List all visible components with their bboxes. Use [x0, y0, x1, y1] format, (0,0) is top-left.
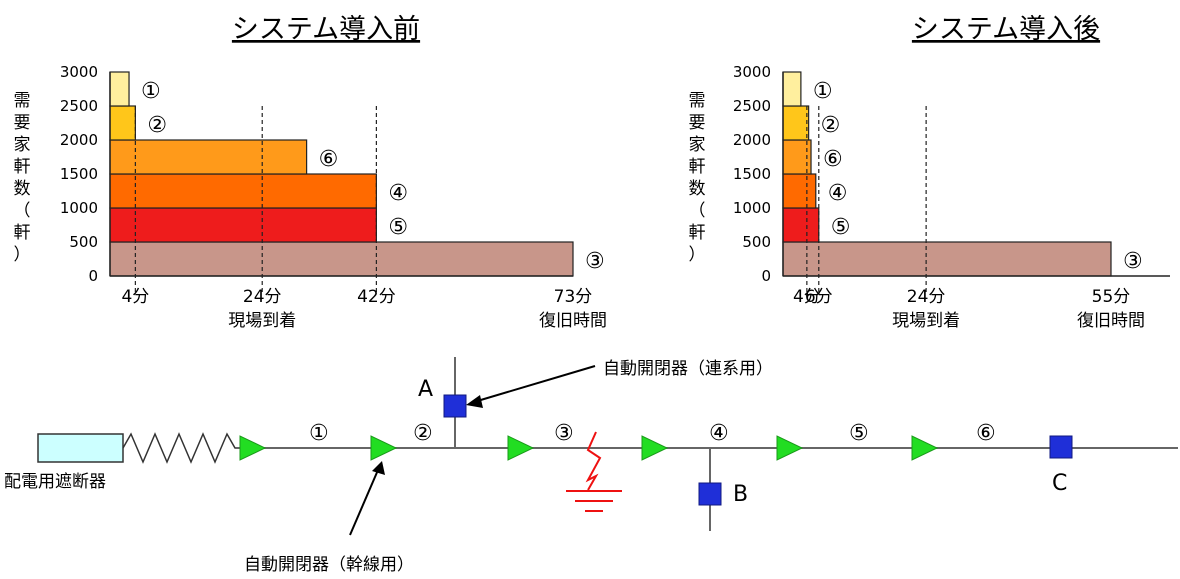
y-axis-label-char: 家: [689, 135, 706, 155]
bar-section: [109, 139, 308, 175]
x-tick-label: 24分: [907, 287, 946, 307]
section-label-6: ⑥: [976, 421, 996, 446]
trunk-switch-icon[interactable]: [911, 435, 939, 461]
bar-section: [109, 241, 574, 277]
y-axis-label-char: 軒: [14, 223, 31, 243]
point-a-label: A: [418, 377, 433, 402]
chart-after: システム導入後需要家軒数（軒）050010001500200025003000③…: [689, 14, 1170, 331]
trunk-switch-icon[interactable]: [641, 435, 669, 461]
bar-section: [782, 241, 1112, 277]
y-axis-label-char: 要: [14, 113, 31, 133]
section-label-4: ④: [709, 421, 729, 446]
bar-section: [109, 207, 377, 243]
trunk-switch-icon[interactable]: [370, 435, 398, 461]
point-c-label: C: [1052, 471, 1067, 496]
y-tick-label: 1500: [60, 165, 98, 183]
y-tick-label: 3000: [733, 63, 771, 81]
trunk-switch-icon[interactable]: [239, 435, 267, 461]
tie-switch-label: 自動開閉器（連系用）: [603, 359, 773, 379]
section-label-1: ①: [309, 421, 329, 446]
bar-section: [782, 71, 802, 107]
bar-section-label: ⑤: [388, 215, 408, 240]
y-axis-label-char: 数: [14, 179, 31, 199]
trunk-switch-icon[interactable]: [776, 435, 804, 461]
y-axis-label-char: 需: [689, 91, 706, 111]
tie-switch-a-icon[interactable]: [443, 394, 467, 418]
y-tick-label: 0: [88, 267, 98, 285]
y-tick-label: 1500: [733, 165, 771, 183]
tie-switch-b-icon[interactable]: [698, 482, 722, 506]
y-axis-label-char: 家: [14, 135, 31, 155]
bar-section-label: ④: [388, 181, 408, 206]
y-axis-label-char: ）: [689, 245, 706, 265]
section-label-5: ⑤: [849, 421, 869, 446]
x-label-arrival: 現場到着: [892, 311, 960, 331]
bar-section-label: ②: [821, 113, 841, 138]
distribution-line-diagram: 配電用遮断器 A B C ① ② ③ ④ ⑤ ⑥ 自動開閉器（連系用） 自動開: [4, 357, 1178, 575]
bar-section: [782, 207, 820, 243]
breaker-label: 配電用遮断器: [4, 472, 106, 492]
y-axis-label-char: 数: [689, 179, 706, 199]
bar-section-label: ②: [147, 113, 167, 138]
x-label-arrival: 現場到着: [228, 311, 296, 331]
y-axis-label-char: 軒: [14, 157, 31, 177]
y-tick-label: 1000: [733, 199, 771, 217]
y-tick-label: 1000: [60, 199, 98, 217]
trunk-switch-icon[interactable]: [507, 435, 535, 461]
trunk-switch-arrowhead: [372, 461, 385, 475]
x-tick-label: 73分: [554, 287, 593, 307]
chart-title: システム導入前: [232, 14, 420, 45]
x-label-recovery: 復旧時間: [539, 311, 607, 331]
y-tick-label: 500: [69, 233, 98, 251]
x-tick-label: 42分: [357, 287, 396, 307]
bar-section-label: ⑥: [319, 147, 339, 172]
y-axis-label-char: 軒: [689, 223, 706, 243]
y-tick-label: 3000: [60, 63, 98, 81]
chart-title: システム導入後: [912, 14, 1100, 45]
bar-section: [109, 71, 130, 107]
trunk-switch-arrow: [349, 469, 379, 536]
y-tick-label: 2000: [60, 131, 98, 149]
y-axis-label-char: ）: [14, 245, 31, 265]
y-axis-label-char: 需: [14, 91, 31, 111]
x-tick-label: 4分: [793, 287, 821, 307]
x-tick-label: 24分: [243, 287, 282, 307]
y-axis-label-char: （: [14, 201, 31, 221]
bar-section: [109, 105, 136, 141]
y-axis-label-char: 軒: [689, 157, 706, 177]
bar-section-label: ①: [813, 79, 833, 104]
fault-lightning-icon: [585, 431, 602, 491]
x-label-recovery: 復旧時間: [1077, 311, 1145, 331]
bar-section: [782, 173, 817, 209]
impedance-zigzag: [122, 432, 240, 464]
y-tick-label: 2500: [60, 97, 98, 115]
x-tick-label: 4分: [121, 287, 149, 307]
bar-section: [782, 105, 810, 141]
trunk-switch-label: 自動開閉器（幹線用）: [244, 554, 414, 575]
tie-switch-arrow: [473, 365, 596, 403]
y-tick-label: 500: [742, 233, 771, 251]
bar-section-label: ④: [828, 181, 848, 206]
x-tick-label: 6分: [805, 287, 833, 307]
y-axis-label-char: （: [689, 201, 706, 221]
breaker-box[interactable]: [37, 433, 124, 463]
tie-switch-c-icon[interactable]: [1049, 435, 1073, 459]
bar-section: [109, 173, 377, 209]
chart-before: システム導入前需要家軒数（軒）050010001500200025003000③…: [14, 14, 608, 331]
bar-section-label: ③: [1123, 249, 1143, 274]
bar-section-label: ⑥: [823, 147, 843, 172]
y-tick-label: 2500: [733, 97, 771, 115]
bar-section: [782, 139, 812, 175]
section-label-2: ②: [413, 421, 433, 446]
bar-section-label: ①: [141, 79, 161, 104]
point-b-label: B: [733, 482, 748, 507]
y-tick-label: 2000: [733, 131, 771, 149]
bar-section-label: ③: [585, 249, 605, 274]
y-tick-label: 0: [761, 267, 771, 285]
y-axis-label-char: 要: [689, 113, 706, 133]
bar-section-label: ⑤: [831, 215, 851, 240]
x-tick-label: 55分: [1092, 287, 1131, 307]
section-label-3: ③: [554, 421, 574, 446]
tie-switch-arrowhead: [466, 395, 483, 408]
